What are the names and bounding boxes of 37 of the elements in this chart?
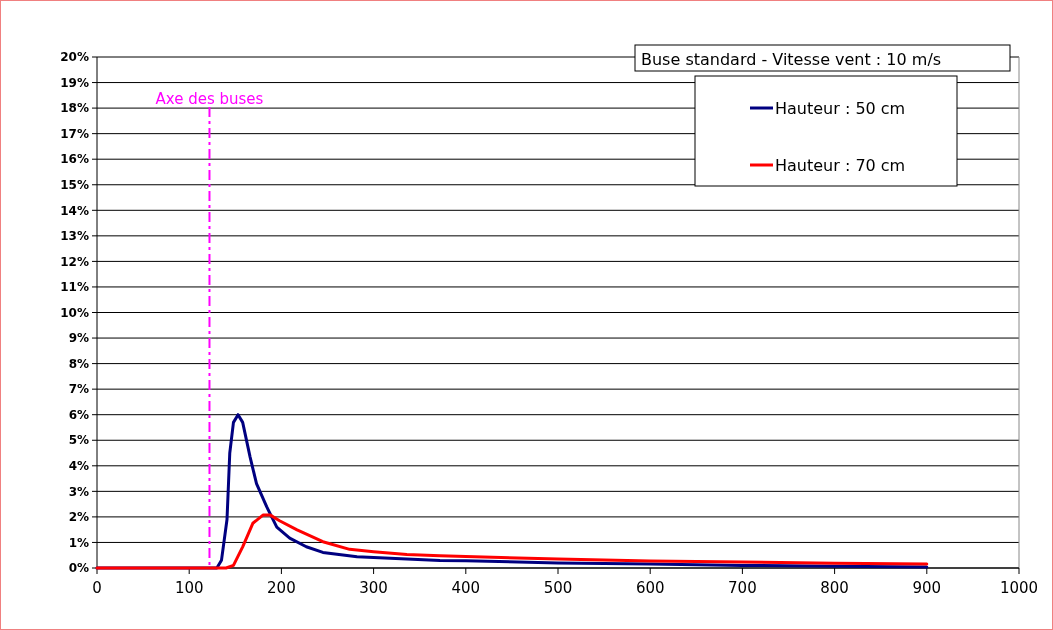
y-tick-label: 2% (68, 510, 89, 525)
y-tick-label: 16% (60, 152, 89, 167)
y-tick-label: 8% (68, 356, 89, 371)
y-tick-label: 20% (60, 50, 89, 65)
y-tick-label: 4% (68, 459, 89, 473)
x-tick-label: 500 (543, 579, 573, 597)
y-tick-label: 12% (60, 254, 89, 269)
x-tick-label: 800 (820, 579, 849, 597)
y-tick-label: 7% (68, 382, 89, 397)
y-tick-label: 1% (68, 535, 89, 550)
y-tick-label: 9% (68, 331, 89, 346)
y-tick-label: 17% (60, 126, 89, 141)
x-tick-label: 300 (359, 579, 388, 597)
y-tick-label: 0% (68, 561, 89, 576)
x-tick-label: 100 (174, 579, 204, 597)
y-tick-label: 13% (60, 229, 89, 244)
x-tick-label: 200 (267, 579, 296, 597)
y-tick-label: 15% (60, 177, 89, 192)
y-tick-label: 5% (68, 433, 89, 448)
x-tick-label: 700 (728, 579, 757, 597)
y-tick-label: 3% (68, 484, 89, 499)
ref-line-label: Axe des buses (155, 90, 264, 108)
x-tick-label: 600 (635, 579, 665, 597)
x-tick-label: 0 (92, 579, 102, 597)
legend-label: Hauteur : 70 cm (775, 155, 906, 175)
x-tick-label: 900 (912, 579, 942, 597)
y-tick-label: 19% (60, 75, 89, 90)
y-tick-label: 10% (60, 305, 89, 320)
legend-label: Hauteur : 50 cm (775, 98, 906, 118)
chart-title: Buse standard - Vitesse vent : 10 m/s (641, 50, 942, 69)
y-tick-label: 6% (68, 407, 89, 422)
y-tick-label: 18% (60, 101, 89, 116)
line-series (95, 513, 929, 570)
x-tick-label: 400 (451, 579, 481, 597)
y-tick-label: 11% (60, 280, 89, 295)
y-tick-label: 14% (60, 203, 89, 218)
x-tick-label: 1000 (999, 579, 1039, 597)
